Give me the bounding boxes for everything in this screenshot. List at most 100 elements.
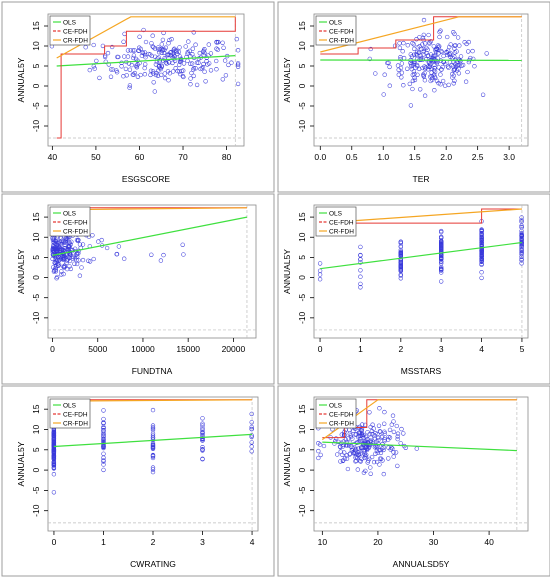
data-point <box>423 57 429 62</box>
data-point <box>411 42 416 47</box>
plot-area <box>47 204 257 339</box>
data-point <box>51 465 57 470</box>
data-point <box>167 37 172 43</box>
data-point <box>432 62 437 67</box>
data-point <box>318 452 323 458</box>
data-point <box>421 49 426 54</box>
data-point <box>94 58 99 64</box>
data-point <box>422 93 428 98</box>
data-point <box>101 467 106 473</box>
y-tick-label: 15 <box>297 21 307 31</box>
data-point <box>189 61 195 66</box>
data-point <box>401 83 406 88</box>
ce-fdh-line <box>320 16 522 55</box>
data-point <box>121 74 126 79</box>
data-point <box>358 244 363 250</box>
data-point <box>156 50 162 55</box>
data-point <box>249 444 254 449</box>
y-tick-label: 5 <box>31 255 41 260</box>
data-point <box>150 33 155 38</box>
data-point <box>358 260 363 265</box>
data-point <box>181 68 186 73</box>
plot-area <box>47 13 245 147</box>
data-point <box>130 48 136 53</box>
data-point <box>405 66 410 71</box>
data-point <box>317 261 323 266</box>
data-point <box>249 424 254 430</box>
x-tick-label: 0.5 <box>346 152 358 162</box>
data-point <box>426 32 431 38</box>
data-point <box>249 420 254 425</box>
data-point <box>367 410 372 415</box>
data-point <box>150 469 156 475</box>
data-point <box>51 490 57 495</box>
data-point <box>434 46 439 51</box>
y-tick-label: 10 <box>297 424 307 434</box>
data-point <box>162 71 167 76</box>
data-point <box>70 256 75 261</box>
data-point <box>337 444 343 449</box>
data-point <box>398 276 403 281</box>
data-point <box>150 455 156 461</box>
data-point <box>519 261 524 266</box>
data-point <box>439 247 444 253</box>
data-point <box>200 447 205 452</box>
data-point <box>188 61 193 66</box>
data-point <box>479 256 484 261</box>
data-point <box>51 240 56 245</box>
x-tick-label: 0 <box>50 344 55 354</box>
data-point <box>168 50 174 55</box>
y-tick-label: -10 <box>31 504 41 517</box>
data-point <box>150 442 156 448</box>
y-tick-label: 15 <box>31 404 41 414</box>
data-point <box>373 431 378 436</box>
data-point <box>137 45 142 50</box>
data-point <box>465 69 470 75</box>
data-point <box>188 82 193 87</box>
data-point <box>200 427 205 433</box>
data-point <box>235 64 241 69</box>
data-point <box>399 426 404 432</box>
data-point <box>357 430 363 436</box>
data-point <box>359 445 364 450</box>
chart-panel-5: 0 1 2 3 4 -10 -5 0 5 10 15 CWRATING ANNUAL5Y OLS CE-FD… <box>16 396 259 569</box>
data-point <box>415 64 420 69</box>
data-point <box>472 64 477 69</box>
data-point <box>171 47 176 52</box>
panel-frame <box>1 1 275 193</box>
data-point <box>189 70 194 76</box>
data-point <box>53 267 58 272</box>
data-point <box>454 68 460 73</box>
data-point <box>452 31 457 37</box>
y-tick-label: -10 <box>31 311 41 324</box>
data-point <box>101 425 106 431</box>
panel-frame <box>277 385 550 577</box>
data-point <box>346 436 351 441</box>
data-point <box>360 440 366 446</box>
data-point <box>72 261 77 266</box>
data-point <box>191 30 196 35</box>
data-point <box>160 48 165 53</box>
data-point <box>200 416 205 421</box>
data-point <box>121 39 126 44</box>
data-point <box>388 447 393 452</box>
data-point <box>373 71 378 76</box>
data-point <box>214 58 219 64</box>
data-point <box>366 458 371 463</box>
legend-label: CR-FDH <box>329 229 354 236</box>
data-point <box>150 427 156 433</box>
data-point <box>389 422 394 427</box>
data-point <box>204 59 209 64</box>
data-point <box>226 62 231 68</box>
data-point <box>50 246 56 251</box>
data-point <box>394 423 399 429</box>
data-point <box>409 62 414 67</box>
data-point <box>343 437 349 442</box>
data-point <box>446 65 451 70</box>
y-tick-label: 5 <box>31 63 41 68</box>
ols-line <box>53 433 253 448</box>
data-point <box>61 271 66 277</box>
data-point <box>181 61 187 66</box>
y-tick-label: -5 <box>31 102 41 110</box>
data-point <box>368 465 373 470</box>
